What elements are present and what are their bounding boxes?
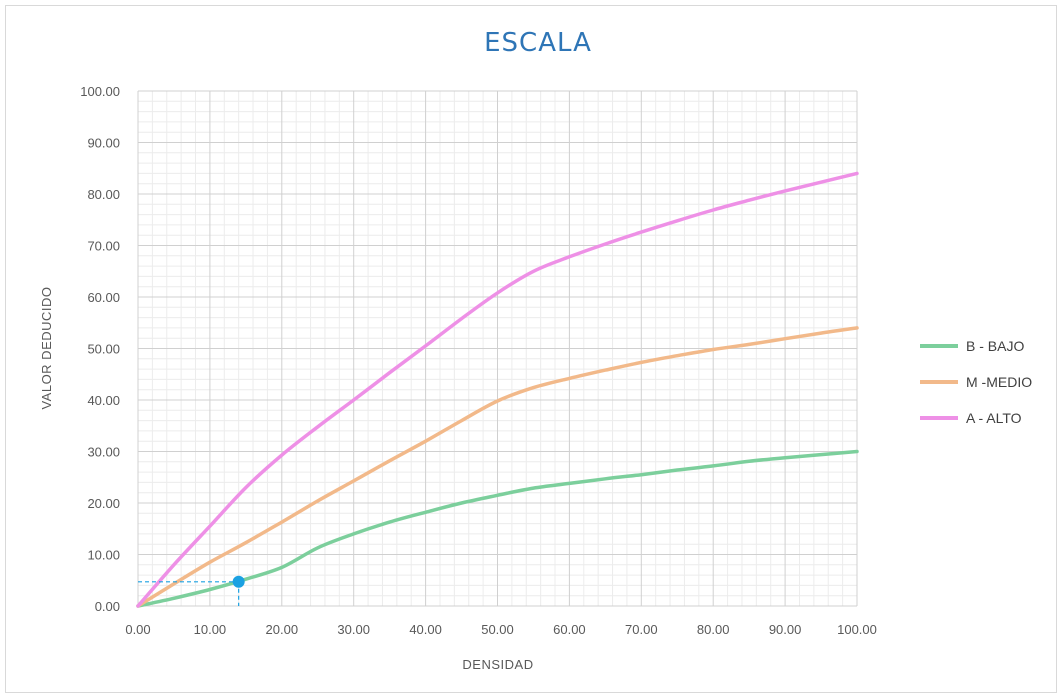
legend-label-1: B - BAJO [966,338,1024,354]
x-tick-label: 10.00 [194,622,227,637]
legend-label-3: A - ALTO [966,410,1022,426]
x-tick-label: 20.00 [266,622,299,637]
chart-title: ESCALA [484,28,592,58]
x-axis-tick-labels: 0.00 10.00 20.00 30.00 40.00 50.00 60.00 70.00 8… [125,622,877,637]
x-tick-label: 90.00 [769,622,802,637]
x-tick-label: 80.00 [697,622,730,637]
x-tick-label: 100.00 [837,622,877,637]
reading-marker [138,575,245,606]
y-axis-title: VALOR DEDUCIDO [39,286,54,409]
y-tick-label: 100.00 [80,84,120,99]
series-line-3 [136,171,859,608]
marker-point [232,575,245,588]
y-axis-tick-labels: 0.00 10.00 20.00 30.00 40.00 50.00 60.00 70.00 8… [80,84,120,614]
major-gridlines [137,90,858,607]
y-tick-label: 70.00 [87,239,120,254]
series-line-1 [136,449,859,608]
x-tick-label: 40.00 [409,622,442,637]
x-tick-label: 50.00 [481,622,514,637]
x-tick-label: 30.00 [337,622,370,637]
legend: B - BAJO M -MEDIO A - ALTO [920,338,1032,426]
y-tick-label: 30.00 [87,445,120,460]
y-tick-label: 40.00 [87,393,120,408]
y-tick-label: 60.00 [87,290,120,305]
y-tick-label: 10.00 [87,548,120,563]
x-tick-label: 70.00 [625,622,658,637]
y-tick-label: 0.00 [95,599,120,614]
y-tick-label: 50.00 [87,342,120,357]
x-tick-label: 0.00 [125,622,150,637]
series-line-2 [136,326,859,608]
series-lines [136,171,859,608]
x-axis-title: DENSIDAD [462,657,533,672]
y-tick-label: 90.00 [87,136,120,151]
y-tick-label: 80.00 [87,187,120,202]
x-tick-label: 60.00 [553,622,586,637]
legend-label-2: M -MEDIO [966,374,1032,390]
y-tick-label: 20.00 [87,496,120,511]
